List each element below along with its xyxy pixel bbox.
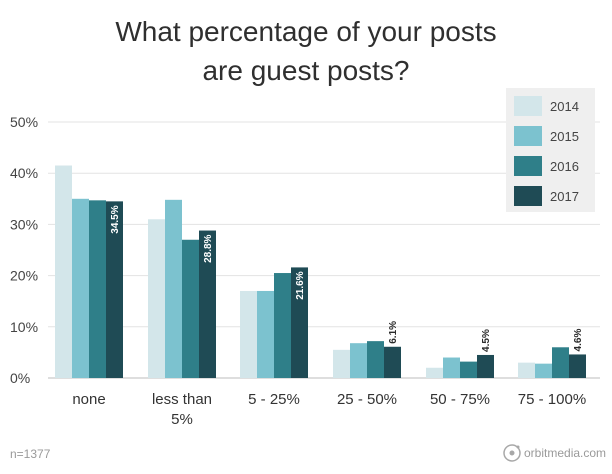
bar-2016 xyxy=(552,347,569,378)
x-tick-label: 75 - 100% xyxy=(518,391,586,408)
bar-2014 xyxy=(333,349,350,378)
y-tick-label: 50% xyxy=(10,114,38,130)
bar-2015 xyxy=(165,199,182,378)
data-label: 34.5% xyxy=(110,205,121,233)
data-label: 21.6% xyxy=(295,271,306,299)
bar-2016 xyxy=(367,341,384,378)
chart-title-line-2: are guest posts? xyxy=(202,55,409,86)
data-label: 4.5% xyxy=(481,329,492,352)
bar-2016 xyxy=(274,273,291,378)
bar-2016 xyxy=(460,361,477,378)
x-tick-label: 5 - 25% xyxy=(248,391,300,408)
bar-group xyxy=(55,165,123,378)
gridlines xyxy=(48,121,600,379)
bar-2015 xyxy=(443,357,460,378)
bar-2014 xyxy=(518,362,535,378)
x-axis: none less than 5% 5 - 25% 25 - 50% 50 - 75% 75… xyxy=(72,391,586,428)
legend-label: 2014 xyxy=(550,99,579,114)
y-tick-label: 10% xyxy=(10,319,38,335)
bar-2017 xyxy=(477,354,494,378)
y-tick-label: 40% xyxy=(10,165,38,181)
bar-2015 xyxy=(72,198,89,378)
x-tick-label: less than xyxy=(152,391,212,408)
chart-title-line-1: What percentage of your posts xyxy=(115,16,496,47)
y-tick-label: 20% xyxy=(10,268,38,284)
bar-2014 xyxy=(148,219,165,378)
y-axis: 0% 10% 20% 30% 40% 50% xyxy=(10,114,38,386)
legend-label: 2017 xyxy=(550,189,579,204)
bars xyxy=(55,165,586,378)
legend-label: 2016 xyxy=(550,159,579,174)
bar-2015 xyxy=(350,343,367,378)
orbit-logo-icon xyxy=(503,444,521,462)
bar-2017 xyxy=(291,267,308,378)
bar-2014 xyxy=(55,165,72,378)
data-label: 4.6% xyxy=(573,329,584,352)
legend-label: 2015 xyxy=(550,129,579,144)
bar-2016 xyxy=(182,239,199,378)
bar-2017 xyxy=(569,354,586,378)
brand-logo: orbitmedia.com xyxy=(503,444,606,462)
bar-group xyxy=(518,347,586,378)
brand-name: orbitmedia.com xyxy=(524,446,606,460)
legend-swatch xyxy=(514,156,542,176)
x-tick-label: 50 - 75% xyxy=(430,391,490,408)
x-tick-label: 5% xyxy=(171,411,193,428)
bar-2014 xyxy=(240,290,257,378)
y-tick-label: 30% xyxy=(10,216,38,232)
legend-swatch xyxy=(514,186,542,206)
data-label: 6.1% xyxy=(388,321,399,344)
data-labels: 34.5% 28.8% 21.6% 6.1% 4.5% 4.6% xyxy=(110,205,584,352)
x-tick-label: 25 - 50% xyxy=(337,391,397,408)
data-label: 28.8% xyxy=(203,234,214,262)
bar-group xyxy=(240,267,308,378)
legend-swatch xyxy=(514,96,542,116)
bar-2017 xyxy=(384,346,401,378)
sample-size-footnote: n=1377 xyxy=(10,447,51,461)
bar-2016 xyxy=(89,200,106,378)
y-tick-label: 0% xyxy=(10,370,30,386)
x-tick-label: none xyxy=(72,391,105,408)
bar-2017 xyxy=(199,230,216,378)
bar-group xyxy=(333,341,401,378)
bar-2015 xyxy=(535,363,552,378)
bar-2017 xyxy=(106,201,123,378)
bar-2014 xyxy=(426,367,443,378)
legend-swatch xyxy=(514,126,542,146)
bar-2015 xyxy=(257,290,274,378)
legend: 2014 2015 2016 2017 xyxy=(506,88,595,212)
bar-group xyxy=(148,199,216,378)
bar-group xyxy=(426,354,494,378)
